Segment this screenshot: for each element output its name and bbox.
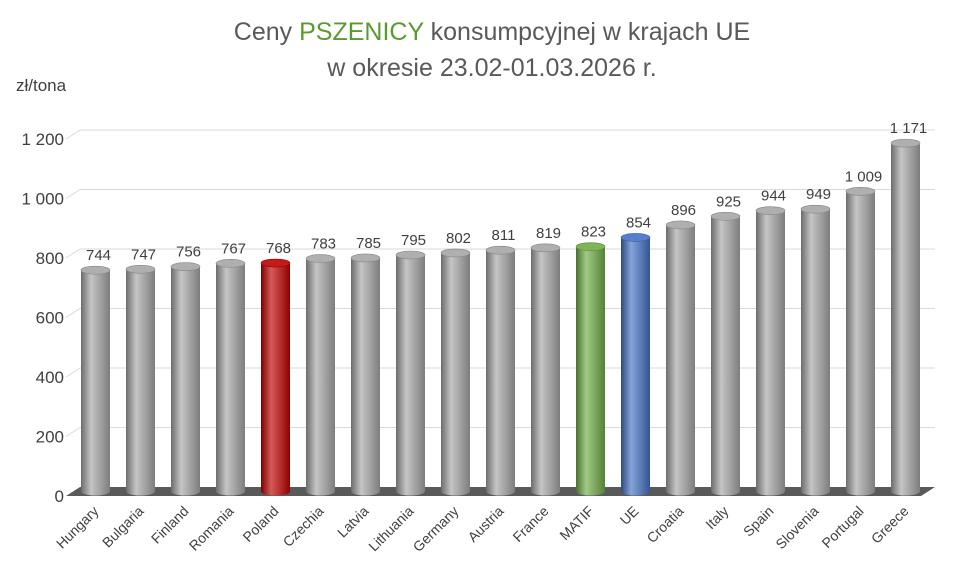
y-axis-unit: zł/tona <box>16 76 67 95</box>
bars <box>80 138 921 496</box>
data-label: 944 <box>761 188 786 205</box>
y-tick-label: 400 <box>36 368 64 387</box>
bar-croatia <box>665 220 696 496</box>
bar-finland <box>170 262 201 496</box>
x-tick-label: Bulgaria <box>99 503 147 551</box>
title-part-3: konsumpcyjnej w krajach UE <box>424 18 751 46</box>
bar-france <box>530 243 561 496</box>
x-tick-label: Portugal <box>818 503 866 551</box>
x-tick-label: Lithuania <box>365 503 417 555</box>
x-tick-label: Romania <box>186 503 237 554</box>
x-tick-label: Slovenia <box>772 503 821 552</box>
data-label: 744 <box>86 247 111 264</box>
x-tick-label: Finland <box>148 503 192 547</box>
svg-text:Ceny PSZENICY konsumpcyjnej w: Ceny PSZENICY konsumpcyjnej w krajach UE <box>234 18 750 46</box>
bar-italy <box>710 212 741 496</box>
data-label: 767 <box>221 240 246 257</box>
y-tick-label: 800 <box>36 249 64 268</box>
bar-greece <box>890 138 921 496</box>
data-label: 756 <box>176 244 201 261</box>
gridline-depth <box>65 248 81 259</box>
bar-lithuania <box>395 250 426 496</box>
x-tick-label: Spain <box>740 503 777 540</box>
bar-latvia <box>350 253 381 496</box>
data-label: 1 009 <box>845 168 883 185</box>
bar-bulgaria <box>125 264 156 496</box>
bar-hungary <box>80 265 111 496</box>
x-tick-label: MATIF <box>556 503 596 543</box>
data-label: 823 <box>581 224 606 241</box>
bar-slovenia <box>800 204 831 496</box>
bar-romania <box>215 259 246 496</box>
chart-title: Ceny PSZENICY konsumpcyjnej w krajach UE… <box>234 18 750 82</box>
x-tick-label: Latvia <box>334 503 372 541</box>
y-tick-label: 600 <box>36 309 64 328</box>
x-tick-label: Germany <box>410 503 462 555</box>
x-tick-label: Croatia <box>643 503 686 546</box>
gridline-depth <box>65 367 81 378</box>
bar-matif <box>575 242 606 496</box>
chart-subtitle: w okresie 23.02-01.03.2026 r. <box>326 54 656 82</box>
data-label: 795 <box>401 232 426 249</box>
y-tick-label: 1 000 <box>21 190 64 209</box>
data-label: 1 171 <box>890 120 928 137</box>
data-label: 768 <box>266 240 291 257</box>
x-tick-label: France <box>509 503 551 545</box>
data-labels: 744 747 756 767 768 783 785 795 802 811 819 823 854 8… <box>86 120 927 264</box>
x-tick-label: Poland <box>239 503 281 545</box>
gridline-depth <box>65 189 81 199</box>
title-part-1: Ceny <box>234 18 299 46</box>
title-part-2: PSZENICY <box>299 18 424 46</box>
y-tick-label: 1 200 <box>21 130 64 149</box>
bar-spain <box>755 206 786 496</box>
y-axis-ticks: 0 200 400 600 800 1 000 1 200 <box>21 130 64 506</box>
data-label: 896 <box>671 202 696 219</box>
x-tick-label: Italy <box>702 503 731 532</box>
bar-austria <box>485 245 516 496</box>
data-label: 785 <box>356 235 381 252</box>
data-label: 811 <box>492 227 516 244</box>
data-label: 925 <box>716 193 741 210</box>
x-tick-label: Greece <box>868 503 912 547</box>
data-label: 949 <box>806 186 831 203</box>
bar-czechia <box>305 254 336 496</box>
bar-poland <box>260 258 291 496</box>
y-tick-label: 200 <box>36 428 64 447</box>
data-label: 783 <box>311 236 336 253</box>
gridline-depth <box>65 308 81 318</box>
data-label: 747 <box>131 246 156 263</box>
data-label: 802 <box>446 230 471 247</box>
gridline-depth <box>65 427 81 437</box>
bar-portugal <box>845 187 876 496</box>
y-tick-label: 0 <box>55 487 64 506</box>
x-tick-label: UE <box>617 503 642 528</box>
x-tick-label: Austria <box>464 503 506 545</box>
x-tick-label: Hungary <box>53 503 102 552</box>
bar-ue <box>620 233 651 496</box>
x-tick-label: Czechia <box>280 503 327 550</box>
data-label: 854 <box>626 214 651 231</box>
gridline-depth <box>65 129 81 140</box>
bar-germany <box>440 248 471 496</box>
data-label: 819 <box>536 225 561 242</box>
